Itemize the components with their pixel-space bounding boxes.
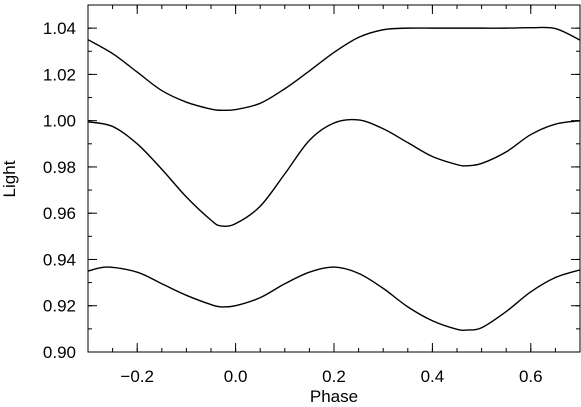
x-tick-label: 0.0 [224, 367, 248, 386]
y-axis-label: Light [0, 160, 19, 197]
series-lines [87, 26, 581, 332]
x-tick-label: 0.6 [519, 367, 543, 386]
axis-ticks [87, 4, 581, 353]
x-tick-label: 0.4 [421, 367, 445, 386]
y-tick-label: 0.92 [43, 297, 76, 316]
y-tick-label: 0.90 [43, 343, 76, 362]
y-tick-label: 1.04 [43, 19, 76, 38]
y-tick-label: 0.94 [43, 250, 76, 269]
y-tick-label: 1.02 [43, 65, 76, 84]
x-tick-label: 0.2 [322, 367, 346, 386]
y-tick-label: 1.00 [43, 112, 76, 131]
series-line-3 [87, 266, 581, 332]
plot-frame [87, 4, 581, 353]
x-tick-label: −0.2 [120, 367, 154, 386]
series-line-2 [87, 118, 581, 228]
tick-labels: −0.2 0.0 0.2 0.4 0.6 0.90 0.92 0.94 0.96 0.98 1.00… [43, 19, 543, 386]
y-tick-label: 0.96 [43, 204, 76, 223]
y-tick-label: 0.98 [43, 158, 76, 177]
x-axis-label: Phase [310, 387, 358, 406]
series-line-1 [87, 26, 581, 112]
